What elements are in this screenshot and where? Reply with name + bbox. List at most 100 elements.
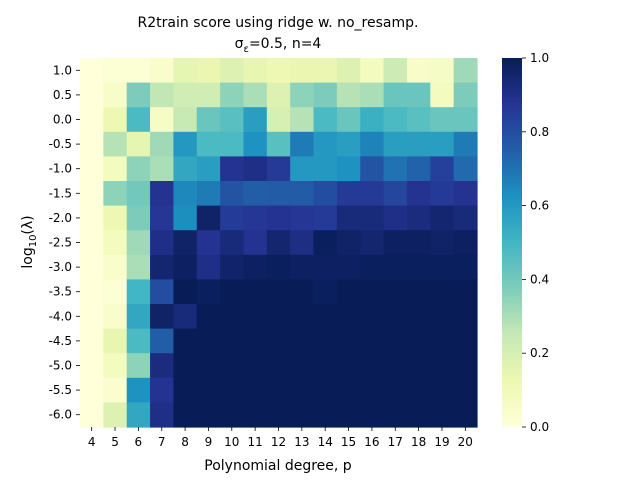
heatmap-cell — [150, 205, 175, 231]
heatmap-cell — [80, 181, 104, 207]
heatmap-cell — [243, 82, 268, 108]
heatmap-cell — [360, 353, 385, 379]
heatmap-cell — [266, 377, 291, 403]
heatmap-cell — [313, 107, 338, 133]
x-tick-label: 5 — [111, 435, 119, 449]
heatmap-cell — [406, 254, 431, 280]
heatmap-cell — [336, 58, 361, 84]
heatmap-cell — [150, 230, 175, 256]
heatmap-cell — [243, 58, 268, 84]
heatmap-cell — [313, 58, 338, 84]
heatmap-cell — [360, 181, 385, 207]
heatmap-cell — [430, 131, 455, 157]
heatmap-cell — [266, 156, 291, 182]
heatmap-cell — [220, 304, 245, 330]
y-tick-label: 0.5 — [53, 88, 72, 102]
heatmap-cell — [360, 131, 385, 157]
chart-title: R2train score using ridge w. no_resamp. — [138, 15, 419, 31]
heatmap-cell — [313, 402, 338, 428]
heatmap-cell — [80, 402, 104, 428]
heatmap-cell — [383, 304, 408, 330]
heatmap-cell — [243, 328, 268, 354]
heatmap-cell — [360, 279, 385, 305]
heatmap-cell — [290, 131, 315, 157]
heatmap-cell — [126, 353, 151, 379]
heatmap-cell — [406, 402, 431, 428]
x-tick-label: 16 — [364, 435, 379, 449]
heatmap-cell — [336, 353, 361, 379]
heatmap-cell — [173, 377, 198, 403]
heatmap-cell — [173, 254, 198, 280]
y-tick-label: 0.0 — [53, 113, 72, 127]
heatmap-cell — [150, 328, 175, 354]
heatmap-cell — [126, 279, 151, 305]
y-axis-ticks: 1.0 0.5 0.0 -0.5 -1.0 -1.5 -2.0 -2.5 -3.0 -3.5 -4.… — [49, 63, 80, 422]
y-tick-label: -5.0 — [49, 359, 72, 373]
heatmap-cell — [243, 131, 268, 157]
x-tick-label: 8 — [181, 435, 189, 449]
heatmap-cell — [103, 353, 128, 379]
heatmap-cell — [453, 254, 478, 280]
y-tick-label: -2.0 — [49, 211, 72, 225]
heatmap-cell — [173, 107, 198, 133]
heatmap-cell — [360, 377, 385, 403]
heatmap-cell — [313, 254, 338, 280]
heatmap-cell — [360, 82, 385, 108]
heatmap-cell — [453, 230, 478, 256]
heatmap-cell — [290, 82, 315, 108]
heatmap-cell — [430, 58, 455, 84]
heatmap-cell — [290, 304, 315, 330]
heatmap-cell — [406, 353, 431, 379]
x-tick-label: 6 — [135, 435, 143, 449]
x-tick-label: 19 — [434, 435, 449, 449]
heatmap-cell — [196, 58, 221, 84]
heatmap-cell — [103, 402, 128, 428]
heatmap-cell — [103, 181, 128, 207]
heatmap-cell — [290, 156, 315, 182]
heatmap-cell — [173, 402, 198, 428]
heatmap-cell — [336, 254, 361, 280]
heatmap-cell — [196, 279, 221, 305]
heatmap-cell — [406, 377, 431, 403]
heatmap-cell — [173, 328, 198, 354]
heatmap-cell — [196, 82, 221, 108]
heatmap-cell — [103, 230, 128, 256]
heatmap-cell — [80, 377, 104, 403]
heatmap-cell — [266, 82, 291, 108]
heatmap-cell — [383, 131, 408, 157]
heatmap-cell — [406, 328, 431, 354]
heatmap-cell — [126, 58, 151, 84]
x-tick-label: 4 — [88, 435, 96, 449]
heatmap-cell — [220, 181, 245, 207]
heatmap-cell — [313, 377, 338, 403]
heatmap-cell — [243, 353, 268, 379]
heatmap-cell — [406, 107, 431, 133]
heatmap-cell — [173, 181, 198, 207]
heatmap-cell — [126, 230, 151, 256]
heatmap-cell — [243, 156, 268, 182]
heatmap-cell — [313, 230, 338, 256]
heatmap-cell — [266, 181, 291, 207]
heatmap-cell — [220, 82, 245, 108]
heatmap-cell — [453, 205, 478, 231]
heatmap-cell — [220, 377, 245, 403]
heatmap-cell — [220, 328, 245, 354]
heatmap-cell — [430, 328, 455, 354]
heatmap-cell — [406, 304, 431, 330]
colorbar-tick-label: 0.2 — [530, 346, 549, 360]
heatmap-cell — [336, 377, 361, 403]
heatmap-cell — [266, 328, 291, 354]
heatmap-cell — [383, 254, 408, 280]
heatmap-cell — [313, 353, 338, 379]
heatmap-cell — [220, 131, 245, 157]
heatmap-cell — [336, 107, 361, 133]
colorbar-tick-label: 0.0 — [530, 420, 549, 434]
heatmap-cell — [103, 328, 128, 354]
heatmap-cell — [290, 328, 315, 354]
heatmap-cell — [360, 304, 385, 330]
heatmap-cell — [103, 156, 128, 182]
heatmap-cell — [360, 254, 385, 280]
heatmap-cell — [243, 377, 268, 403]
heatmap-cell — [243, 254, 268, 280]
